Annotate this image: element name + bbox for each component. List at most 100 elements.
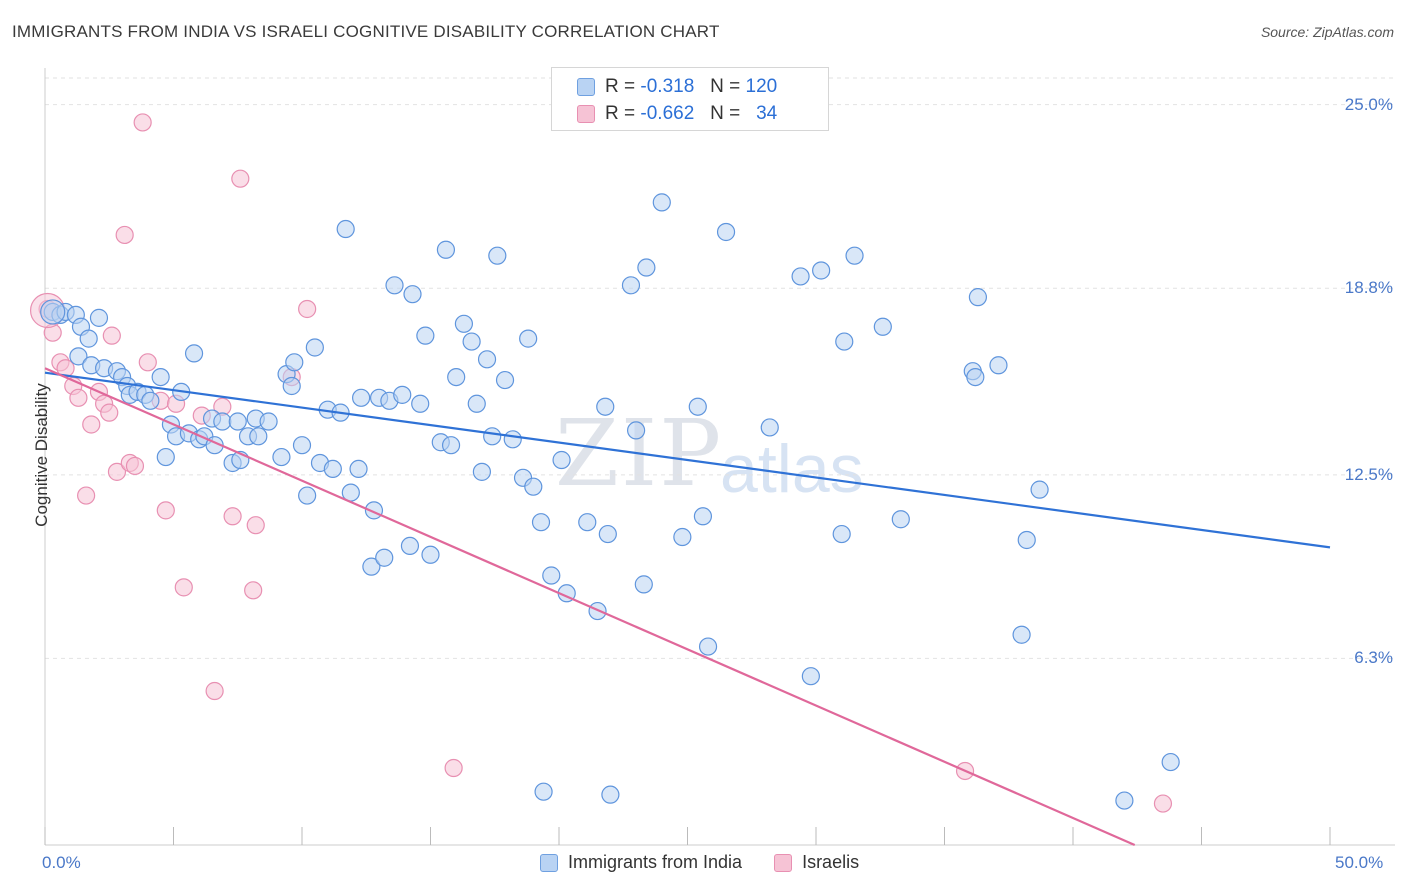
israelis-point xyxy=(115,225,134,245)
y-tick-label: 6.3% xyxy=(1354,648,1393,668)
india-point xyxy=(447,368,466,387)
india-point xyxy=(688,397,707,416)
india-point xyxy=(472,462,491,481)
india-point xyxy=(891,510,910,529)
india-point xyxy=(791,267,810,286)
india-point xyxy=(698,637,718,656)
india-point xyxy=(621,276,641,295)
israelis-point xyxy=(174,578,193,597)
india-point xyxy=(292,436,312,455)
r-value: -0.662 xyxy=(640,103,695,124)
india-point xyxy=(578,513,597,532)
israelis-point xyxy=(138,353,157,372)
watermark-atlas: atlas xyxy=(720,431,864,507)
india-point xyxy=(673,527,692,547)
india-point xyxy=(598,524,617,544)
israelis-points xyxy=(29,113,1173,813)
israelis-point xyxy=(156,501,175,520)
india-point xyxy=(416,326,435,345)
source-label: Source: ZipAtlas.com xyxy=(1260,24,1394,40)
india-point xyxy=(552,450,571,470)
x-tick-max: 50.0% xyxy=(1335,853,1384,872)
india-point xyxy=(634,575,653,594)
israelis-point xyxy=(100,403,119,422)
india-point xyxy=(601,785,620,804)
india-point xyxy=(467,394,486,413)
israelis-swatch xyxy=(774,853,793,872)
india-point xyxy=(352,388,371,407)
india-point xyxy=(652,193,671,212)
x-tick-min: 0.0% xyxy=(42,853,81,872)
india-point xyxy=(89,308,109,327)
india-point xyxy=(403,285,422,304)
india-point xyxy=(441,436,461,455)
india-point xyxy=(760,418,779,437)
india-point xyxy=(184,344,204,363)
india-point xyxy=(323,459,342,479)
series-legend: Immigrants from India Israelis xyxy=(540,852,891,873)
n-value: 34 xyxy=(756,103,778,124)
israelis-point xyxy=(77,486,96,505)
legend-item-india[interactable]: Immigrants from India xyxy=(540,852,742,873)
india-point-cluster xyxy=(40,299,66,325)
india-point xyxy=(534,782,553,801)
india-point xyxy=(1161,752,1180,772)
india-point xyxy=(141,391,160,410)
india-point xyxy=(1012,625,1031,644)
india-point xyxy=(305,338,324,357)
n-label: N = xyxy=(710,103,741,124)
india-point xyxy=(531,513,551,532)
india-point xyxy=(968,288,988,307)
india-point xyxy=(69,347,88,366)
israelis-point xyxy=(102,326,121,345)
india-point xyxy=(845,246,864,265)
israelis-point xyxy=(223,507,242,526)
india-point xyxy=(812,261,831,280)
india-point xyxy=(1017,530,1036,550)
india-point xyxy=(282,376,301,396)
israelis-trend-line xyxy=(44,367,1136,847)
y-axis-title: Cognitive Disability xyxy=(32,383,51,527)
india-point xyxy=(151,368,170,387)
india-point xyxy=(349,459,368,479)
n-label: N = xyxy=(710,76,741,97)
india-point xyxy=(835,332,854,351)
israelis-point xyxy=(444,758,463,778)
india-point xyxy=(393,385,412,404)
india-point xyxy=(462,332,481,351)
israelis-point xyxy=(246,516,265,535)
india-point xyxy=(79,329,98,348)
israelis-point xyxy=(205,681,224,701)
legend-item-israelis[interactable]: Israelis xyxy=(774,852,859,873)
india-point xyxy=(483,427,502,446)
y-tick-label: 12.5% xyxy=(1344,464,1393,484)
r-label: R = xyxy=(605,76,636,97)
india-point xyxy=(966,368,985,387)
india-point xyxy=(336,219,355,239)
r-value: -0.318 xyxy=(640,76,695,97)
israelis-point xyxy=(107,462,127,481)
stats-row-israelis: R = -0.662 N = 34 xyxy=(577,103,777,125)
india-swatch xyxy=(540,853,558,872)
india-point xyxy=(362,557,381,576)
axes xyxy=(44,68,1395,846)
legend-label: Israelis xyxy=(802,852,860,872)
india-point xyxy=(1115,791,1134,810)
india-point xyxy=(411,394,430,413)
israelis-point xyxy=(69,388,88,407)
israelis-point xyxy=(244,581,263,600)
israelis-point xyxy=(125,456,145,476)
india-point xyxy=(156,447,175,467)
india-point xyxy=(716,222,736,242)
india-points xyxy=(40,193,1180,810)
india-point xyxy=(436,240,456,259)
israelis-point xyxy=(231,169,250,188)
india-point xyxy=(495,370,515,390)
india-point xyxy=(873,317,892,336)
r-label: R = xyxy=(605,103,636,124)
india-point xyxy=(524,477,543,496)
india-point xyxy=(832,524,851,544)
stats-legend: R = -0.318 N = 120 R = -0.662 N = 34 xyxy=(551,67,829,131)
india-swatch xyxy=(577,78,595,96)
india-point xyxy=(519,329,538,348)
